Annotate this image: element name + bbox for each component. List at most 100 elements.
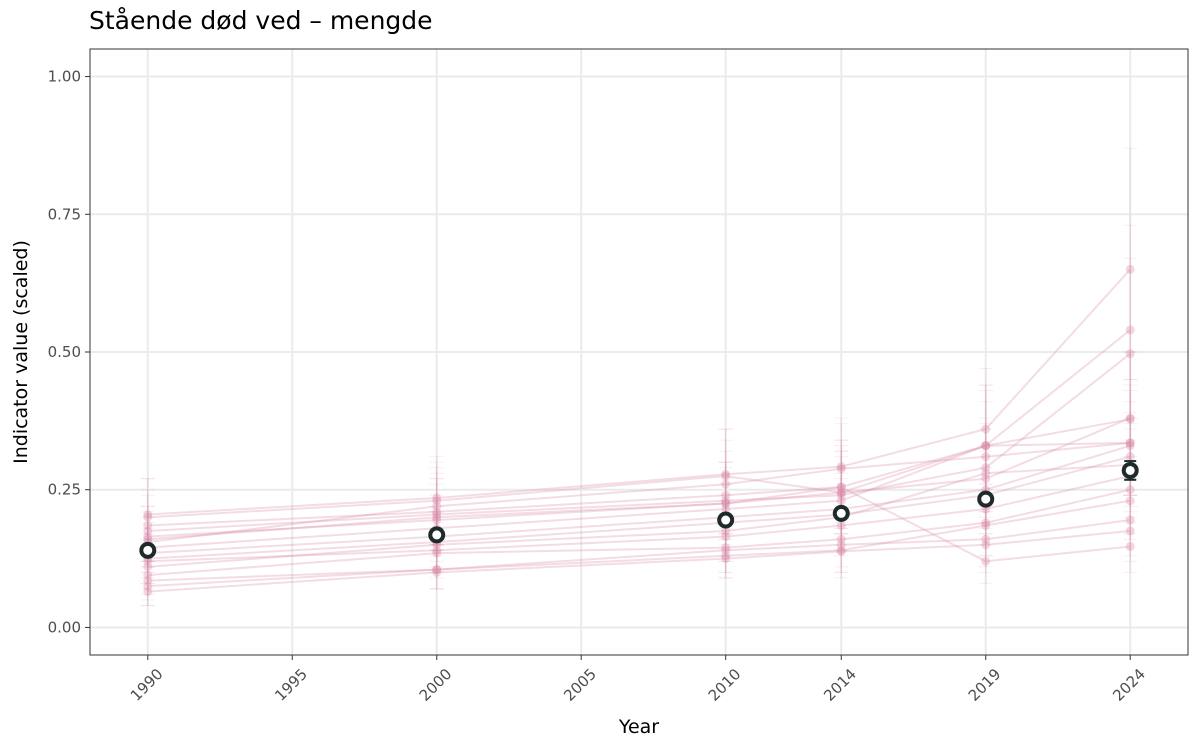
series-point [432, 501, 442, 511]
series-point [836, 482, 846, 492]
grid-lines [90, 49, 1188, 655]
series-point [1125, 325, 1135, 335]
series-point [143, 556, 153, 566]
series-point [1125, 349, 1135, 359]
series-point [836, 462, 846, 472]
series-point [721, 496, 731, 506]
series-point [432, 493, 442, 503]
series-point [1125, 541, 1135, 551]
series-line [147, 417, 1131, 538]
series-line [147, 441, 1131, 519]
y-tick-label: 0.25 [48, 481, 81, 499]
series-point [143, 581, 153, 591]
series-point [143, 521, 153, 531]
series-point [432, 510, 442, 520]
y-axis-ticks: 0.00 0.25 0.50 0.75 1.00 [48, 68, 90, 636]
series-point [836, 540, 846, 550]
series-point [981, 463, 991, 473]
series-point [432, 565, 442, 575]
series-point [1125, 264, 1135, 274]
series-point [143, 576, 153, 586]
series-group [140, 478, 1138, 606]
series-line [147, 455, 1131, 560]
series-point [981, 441, 991, 451]
series-point [981, 518, 991, 528]
x-axis-ticks: 1990 1995 2000 2005 2010 2014 2019 2024 [127, 655, 1149, 705]
series-point [721, 543, 731, 553]
x-tick-label: 2019 [965, 665, 1005, 705]
series-line [147, 441, 1131, 544]
series-point [836, 482, 846, 492]
series-point [981, 441, 991, 451]
y-tick-label: 1.00 [48, 68, 81, 86]
series-point [836, 496, 846, 506]
mean-point [1121, 461, 1139, 479]
series-line [147, 488, 1131, 577]
series-point [721, 504, 731, 514]
series-point [721, 499, 731, 508]
x-tick-label: 2000 [416, 665, 456, 705]
series-point [836, 490, 846, 500]
series-point [836, 534, 846, 544]
series-point [1125, 414, 1135, 424]
series-point [432, 548, 442, 558]
series-point [143, 510, 153, 520]
series-point [143, 526, 153, 536]
series-point [836, 521, 846, 531]
mean-point [139, 541, 157, 559]
series-point [721, 469, 731, 479]
series-point [981, 534, 991, 544]
series-point [721, 526, 731, 536]
series-point [981, 452, 991, 462]
mean-points [139, 460, 1139, 559]
series-point [721, 490, 731, 500]
series-point [721, 545, 731, 555]
series-point [432, 512, 442, 522]
series-point [721, 532, 731, 542]
series-point [721, 479, 731, 489]
x-tick-label: 1990 [127, 665, 167, 705]
series-point [1125, 485, 1135, 495]
series-group [140, 379, 1138, 551]
series-point [981, 474, 991, 484]
series-point [981, 468, 991, 478]
series-point [143, 532, 153, 542]
series-point [836, 487, 846, 497]
series-line [147, 418, 1131, 549]
series-group [140, 384, 1138, 568]
series-line [147, 485, 1131, 563]
series-line [147, 530, 1131, 593]
series-point [721, 551, 731, 561]
series-point [981, 424, 991, 434]
chart-title: Stående død ved – mengde [89, 6, 433, 35]
series-point [721, 471, 731, 481]
series-point [143, 512, 153, 522]
series-point [143, 562, 153, 572]
series-line [147, 475, 1131, 563]
series-line [147, 519, 1131, 588]
series-point [432, 496, 442, 506]
y-tick-label: 0.50 [48, 343, 81, 361]
series-point [1125, 515, 1135, 525]
y-tick-label: 0.00 [48, 618, 81, 636]
mean-point [832, 504, 850, 522]
x-tick-label: 1995 [271, 665, 311, 705]
series-point [432, 567, 442, 577]
series-line [147, 268, 1131, 516]
x-tick-label: 2024 [1109, 665, 1149, 705]
series-point [1125, 496, 1135, 506]
series-group [140, 257, 1138, 562]
series-group [140, 494, 1138, 606]
series-point [981, 521, 991, 531]
series-line [147, 499, 1131, 582]
series-line [147, 352, 1131, 532]
series-point [1125, 413, 1135, 423]
series-point [432, 515, 442, 525]
series-point [981, 540, 991, 550]
x-tick-label: 2010 [705, 665, 745, 705]
series-point [836, 545, 846, 555]
series-point [1125, 452, 1135, 462]
series-point [1125, 438, 1135, 448]
series-point [432, 565, 442, 575]
